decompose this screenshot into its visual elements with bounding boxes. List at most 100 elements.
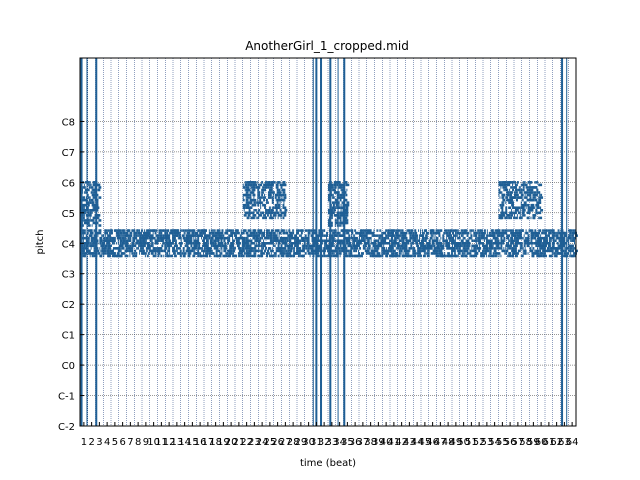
note-mark <box>176 249 178 253</box>
note-mark <box>567 247 570 250</box>
note-mark <box>337 231 340 235</box>
note-mark <box>269 191 271 194</box>
note-mark <box>188 231 191 235</box>
note-mark <box>322 239 324 242</box>
note-mark <box>303 249 305 253</box>
note-mark <box>338 252 342 255</box>
note-mark <box>474 231 476 235</box>
note-mark <box>170 239 172 242</box>
note-mark <box>543 239 546 242</box>
x-tick-label: 38 <box>364 437 377 448</box>
note-mark <box>189 229 191 232</box>
note-mark <box>413 249 415 253</box>
note-mark <box>545 229 547 232</box>
note-mark <box>317 249 320 253</box>
note-mark <box>263 244 266 248</box>
note-mark <box>382 236 384 240</box>
note-mark <box>331 252 334 255</box>
note-mark <box>500 186 502 189</box>
note-mark <box>298 242 300 245</box>
note-mark <box>399 249 401 253</box>
note-mark <box>282 216 285 220</box>
note-mark <box>337 214 340 217</box>
note-mark <box>339 193 343 197</box>
note-mark <box>263 234 265 237</box>
note-mark <box>258 229 262 232</box>
note-mark <box>522 209 526 212</box>
note-mark <box>518 211 521 215</box>
note-mark <box>346 209 349 212</box>
note-mark <box>412 252 416 255</box>
note-mark <box>83 254 86 258</box>
note-mark <box>235 254 237 258</box>
note-mark <box>83 211 86 215</box>
note-mark <box>331 234 333 237</box>
note-mark <box>299 239 302 242</box>
note-mark <box>147 231 151 235</box>
note-mark <box>478 234 481 237</box>
note-mark <box>381 252 383 255</box>
note-mark <box>217 249 221 253</box>
note-mark <box>126 231 129 235</box>
note-mark <box>517 188 521 192</box>
note-mark <box>399 234 401 237</box>
note-mark <box>107 244 111 248</box>
note-mark <box>489 234 493 237</box>
note-mark <box>492 234 496 237</box>
note-mark <box>457 244 460 248</box>
note-mark <box>271 247 273 250</box>
note-mark <box>257 203 260 207</box>
note-mark <box>144 242 146 245</box>
note-mark <box>278 203 281 207</box>
note-mark <box>396 231 398 235</box>
note-mark <box>134 231 138 235</box>
note-mark <box>394 244 396 248</box>
note-mark <box>464 242 467 245</box>
note-mark <box>442 247 444 250</box>
note-mark <box>338 203 340 207</box>
note-mark <box>451 234 452 237</box>
note-mark <box>314 249 316 253</box>
note-mark <box>277 216 279 220</box>
note-mark <box>439 249 443 253</box>
note-mark <box>137 231 141 235</box>
note-mark <box>478 239 482 242</box>
note-mark <box>297 242 299 245</box>
note-mark <box>330 193 333 197</box>
note-mark <box>558 236 560 240</box>
note-mark <box>274 234 278 237</box>
note-mark <box>253 183 256 187</box>
note-mark <box>89 231 93 235</box>
note-mark <box>245 244 249 248</box>
note-mark <box>515 244 518 248</box>
note-mark <box>534 193 538 197</box>
note-mark <box>172 231 173 235</box>
note-mark <box>111 249 113 253</box>
note-mark <box>224 244 227 248</box>
note-mark <box>531 242 533 245</box>
note-mark <box>254 229 257 232</box>
plot-area <box>79 57 578 427</box>
note-mark <box>216 247 218 250</box>
note-mark <box>556 254 558 258</box>
x-tick-label: 62 <box>550 437 563 448</box>
note-mark <box>119 236 121 240</box>
note-mark <box>538 203 540 207</box>
note-mark <box>324 229 326 232</box>
y-axis-label: pitch <box>35 230 46 255</box>
note-mark <box>349 244 351 248</box>
note-mark <box>551 244 553 248</box>
note-mark <box>410 242 412 245</box>
note-mark <box>520 254 522 258</box>
note-mark <box>279 206 281 210</box>
note-mark <box>297 229 300 232</box>
note-mark <box>332 249 336 253</box>
note-mark <box>342 244 344 248</box>
note-mark <box>392 231 394 235</box>
note-mark <box>388 242 390 245</box>
note-mark <box>481 242 483 245</box>
note-mark <box>280 247 282 250</box>
note-mark <box>550 249 554 253</box>
note-mark <box>157 249 161 253</box>
note-mark <box>263 198 266 202</box>
